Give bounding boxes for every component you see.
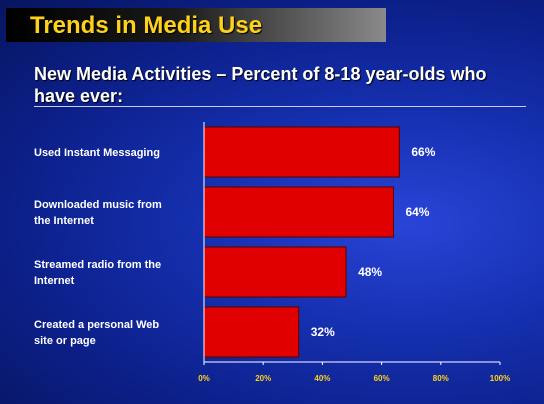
title-bar (6, 8, 386, 42)
value-label: 66% (411, 145, 435, 159)
slide-subtitle: New Media Activities – Percent of 8-18 y… (34, 64, 487, 106)
x-tick-label: 60% (374, 374, 390, 383)
value-label: 48% (358, 265, 382, 279)
category-label: Created a personal Web (34, 319, 159, 331)
value-label: 32% (311, 325, 335, 339)
value-label: 64% (405, 205, 429, 219)
x-tick-label: 100% (490, 374, 510, 383)
x-tick-label: 40% (314, 374, 330, 383)
x-tick-label: 20% (255, 374, 271, 383)
title-divider (34, 106, 526, 107)
x-tick-label: 0% (198, 374, 210, 383)
bar (203, 306, 300, 358)
category-label: Downloaded music from (34, 199, 162, 211)
bar (203, 186, 394, 238)
x-tick-label: 80% (433, 374, 449, 383)
bar (203, 246, 347, 298)
category-label: the Internet (34, 215, 94, 227)
slide-title: Trends in Media Use (30, 12, 263, 39)
category-label: site or page (34, 335, 96, 347)
bar (203, 126, 400, 178)
category-label: Internet (34, 275, 75, 287)
category-label: Streamed radio from the (34, 259, 161, 271)
category-label: Used Instant Messaging (34, 147, 160, 159)
